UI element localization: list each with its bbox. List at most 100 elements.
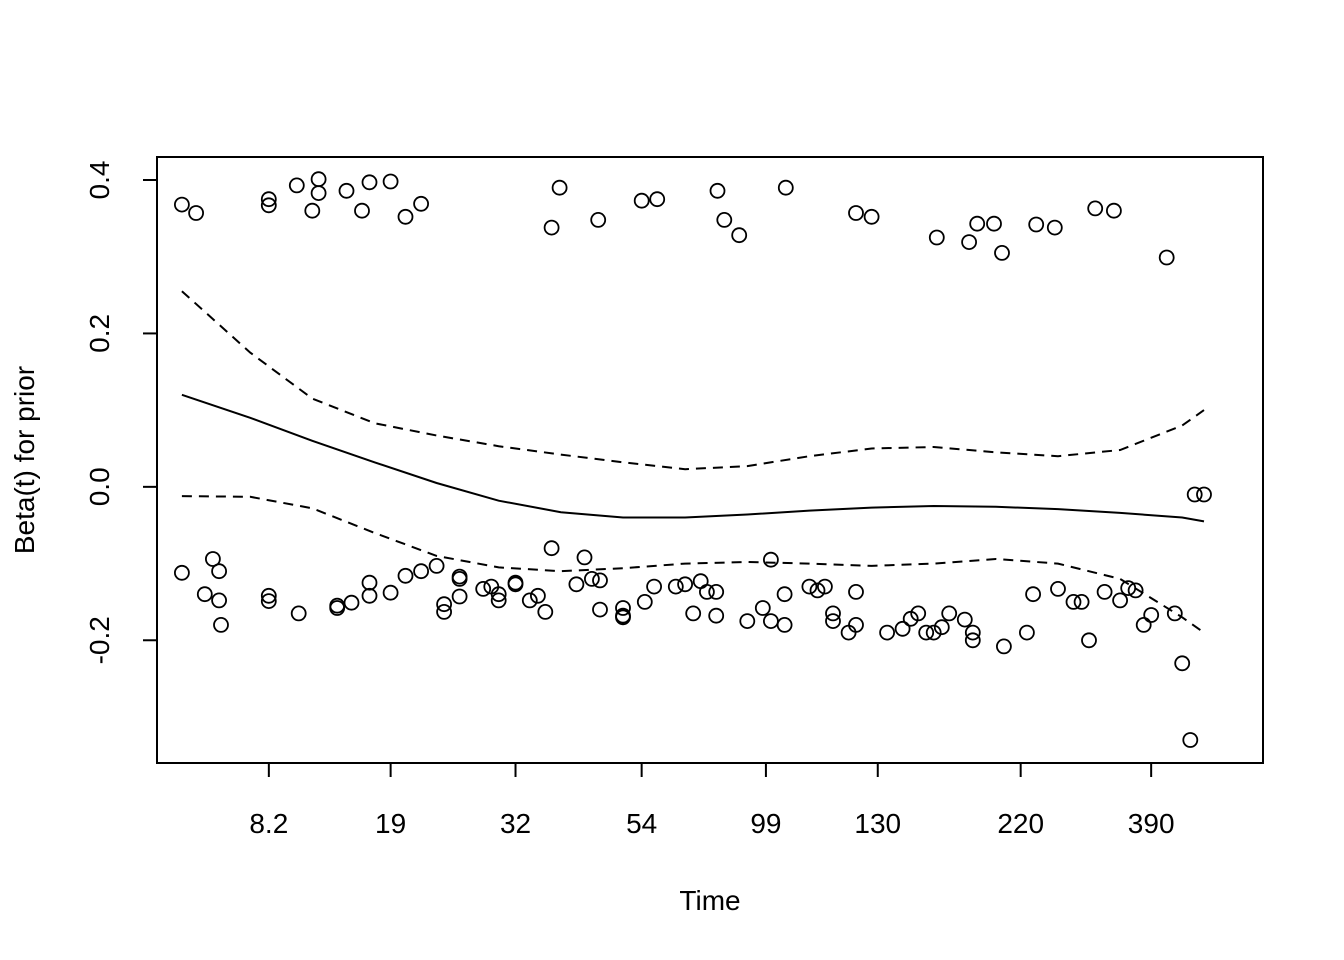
data-point (633, 192, 650, 209)
data-point (716, 211, 733, 228)
data-point (1196, 486, 1212, 503)
data-point (1106, 202, 1122, 219)
data-point (961, 234, 977, 251)
plot-frame (156, 156, 1264, 764)
data-point (636, 594, 653, 610)
data-point (1087, 200, 1104, 217)
data-point (1073, 594, 1090, 610)
data-point (840, 624, 857, 641)
data-point (692, 573, 709, 590)
data-point (1186, 486, 1203, 503)
data-point (646, 578, 662, 595)
data-point (1046, 219, 1063, 236)
data-point (592, 572, 608, 589)
x-axis: 8.2 19 32 54 99 130 220 390 (249, 763, 1175, 839)
data-point (543, 219, 560, 236)
data-point (590, 211, 607, 228)
data-point (1174, 655, 1191, 672)
data-point (260, 191, 277, 208)
data-point (825, 605, 841, 622)
data-point (211, 563, 228, 580)
data-point (754, 600, 771, 616)
data-point (996, 638, 1012, 655)
data-point (304, 202, 321, 219)
data-point (964, 632, 981, 649)
data-point (809, 582, 826, 599)
data-point (382, 584, 399, 601)
data-point (490, 592, 507, 609)
data-point (1025, 586, 1041, 603)
data-point (776, 586, 793, 603)
x-tick-label: 54 (626, 808, 657, 839)
data-point (475, 581, 492, 597)
data-point (288, 177, 305, 194)
data-point (848, 205, 864, 221)
data-point (708, 607, 725, 624)
data-point (848, 584, 864, 600)
data-point (428, 558, 445, 574)
data-point (615, 600, 631, 616)
data-point (918, 624, 935, 641)
data-point (1096, 584, 1113, 600)
data-point (1166, 605, 1183, 622)
data-point (777, 179, 794, 196)
x-tick-label: 8.2 (249, 808, 288, 839)
data-point (941, 605, 958, 622)
data-point (969, 215, 986, 232)
data-point (397, 567, 414, 584)
data-point (260, 587, 277, 604)
data-point (667, 578, 684, 595)
x-tick-label: 99 (750, 808, 781, 839)
confidence-band-line-1 (181, 290, 1205, 471)
data-point (413, 563, 430, 580)
data-point (933, 619, 950, 636)
data-point (451, 588, 468, 605)
data-point (699, 584, 715, 600)
data-point (592, 601, 608, 618)
data-point (1081, 632, 1097, 649)
x-axis-title: Time (679, 885, 740, 916)
data-point (685, 605, 702, 622)
points-group (173, 171, 1212, 748)
data-point (543, 540, 560, 557)
data-point (708, 584, 725, 600)
data-point (964, 624, 981, 641)
x-tick-label: 130 (854, 808, 901, 839)
data-point (188, 205, 205, 221)
data-point (173, 196, 190, 213)
y-axis-title: Beta(t) for prior (9, 366, 40, 554)
data-point (196, 586, 213, 603)
data-point (1065, 594, 1082, 610)
data-point (731, 227, 748, 244)
y-tick-label: 0.0 (84, 467, 115, 506)
data-point (310, 171, 327, 188)
data-point (1019, 624, 1035, 641)
data-point (863, 208, 880, 225)
data-point (1120, 580, 1137, 596)
data-point (1158, 249, 1175, 266)
data-point (994, 244, 1010, 261)
confidence-band-line-2 (181, 495, 1205, 634)
y-tick-label: -0.2 (84, 616, 115, 664)
data-point (551, 179, 568, 196)
data-point (361, 174, 378, 191)
data-point (382, 173, 399, 190)
data-point (739, 613, 756, 629)
data-point (576, 549, 593, 566)
data-point (925, 624, 942, 641)
data-point (817, 578, 833, 595)
y-axis: -0.2 0.0 0.2 0.4 (84, 161, 157, 664)
x-tick-label: 32 (500, 808, 531, 839)
data-point (260, 197, 277, 214)
data-point (956, 611, 973, 628)
data-point (1143, 607, 1160, 623)
data-point (310, 185, 327, 202)
data-point (490, 586, 507, 603)
data-point (451, 571, 468, 587)
data-point (801, 578, 818, 595)
data-point (338, 182, 355, 199)
data-point (204, 551, 221, 567)
curves-group (181, 290, 1205, 634)
data-point (894, 620, 911, 637)
